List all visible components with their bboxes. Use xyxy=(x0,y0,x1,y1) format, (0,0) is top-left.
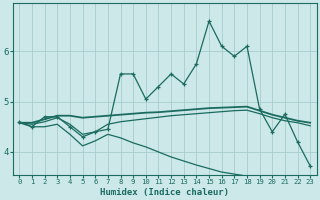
X-axis label: Humidex (Indice chaleur): Humidex (Indice chaleur) xyxy=(100,188,229,197)
